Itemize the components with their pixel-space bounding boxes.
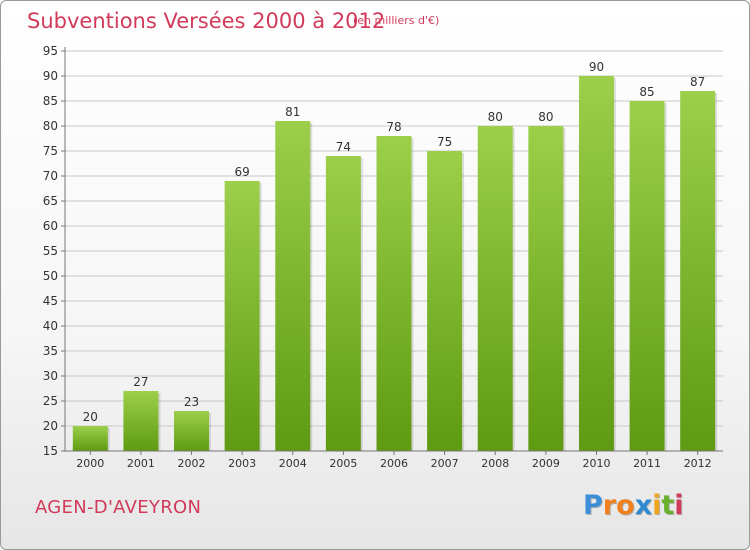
data-label: 75 bbox=[437, 135, 452, 149]
bar bbox=[376, 136, 412, 451]
data-label: 23 bbox=[184, 395, 199, 409]
bars bbox=[72, 76, 718, 451]
data-label: 27 bbox=[133, 375, 148, 389]
x-tick-label: 2003 bbox=[228, 457, 256, 470]
y-tick-label: 30 bbox=[43, 369, 58, 383]
y-tick-label: 50 bbox=[43, 269, 58, 283]
bar bbox=[224, 181, 260, 451]
x-tick-label: 2000 bbox=[76, 457, 104, 470]
x-tick-label: 2008 bbox=[481, 457, 509, 470]
bar bbox=[427, 151, 463, 451]
bar bbox=[578, 76, 614, 451]
labels: 15 20 25 30 35 40 45 50 55 60 65 70 75 80 85 90 95 20 2000… bbox=[43, 44, 712, 470]
x-tick-label: 2007 bbox=[431, 457, 459, 470]
bar bbox=[477, 126, 513, 451]
x-tick-label: 2012 bbox=[684, 457, 712, 470]
logo-letter: i bbox=[652, 490, 662, 521]
x-tick-label: 2005 bbox=[329, 457, 357, 470]
y-tick-label: 15 bbox=[43, 444, 58, 458]
data-label: 20 bbox=[83, 410, 98, 424]
bar bbox=[72, 426, 108, 451]
chart-title: Subventions Versées 2000 à 2012 bbox=[27, 9, 386, 33]
data-label: 85 bbox=[639, 85, 654, 99]
data-label: 90 bbox=[589, 60, 604, 74]
y-tick-label: 70 bbox=[43, 169, 58, 183]
y-tick-label: 95 bbox=[43, 44, 58, 58]
y-tick-label: 40 bbox=[43, 319, 58, 333]
y-tick-label: 65 bbox=[43, 194, 58, 208]
logo-letter: o bbox=[616, 490, 635, 521]
y-tick-label: 55 bbox=[43, 244, 58, 258]
x-tick-label: 2006 bbox=[380, 457, 408, 470]
proxiti-logo[interactable]: Proxiti bbox=[583, 490, 684, 521]
data-label: 81 bbox=[285, 105, 300, 119]
x-tick-label: 2004 bbox=[279, 457, 307, 470]
x-tick-label: 2010 bbox=[582, 457, 610, 470]
data-label: 69 bbox=[235, 165, 250, 179]
y-tick-label: 80 bbox=[43, 119, 58, 133]
y-tick-label: 45 bbox=[43, 294, 58, 308]
y-tick-label: 85 bbox=[43, 94, 58, 108]
y-tick-label: 60 bbox=[43, 219, 58, 233]
data-label: 87 bbox=[690, 75, 705, 89]
logo-letter: P bbox=[583, 490, 603, 521]
y-tick-label: 90 bbox=[43, 69, 58, 83]
bar bbox=[629, 101, 665, 451]
x-tick-label: 2001 bbox=[127, 457, 155, 470]
bar bbox=[528, 126, 564, 451]
data-label: 80 bbox=[538, 110, 553, 124]
x-tick-label: 2002 bbox=[178, 457, 206, 470]
logo-letter: t bbox=[661, 490, 675, 521]
x-tick-label: 2011 bbox=[633, 457, 661, 470]
y-tick-label: 75 bbox=[43, 144, 58, 158]
y-tick-label: 35 bbox=[43, 344, 58, 358]
chart-subtitle: (en milliers d'€) bbox=[353, 14, 440, 27]
y-tick-label: 20 bbox=[43, 419, 58, 433]
logo-letter: i bbox=[674, 490, 684, 521]
bar bbox=[325, 156, 361, 451]
data-label: 74 bbox=[336, 140, 351, 154]
axes bbox=[61, 47, 723, 455]
bar bbox=[680, 91, 716, 451]
bar bbox=[275, 121, 311, 451]
y-tick-label: 25 bbox=[43, 394, 58, 408]
data-label: 78 bbox=[386, 120, 401, 134]
x-tick-label: 2009 bbox=[532, 457, 560, 470]
commune-name: AGEN-D'AVEYRON bbox=[35, 497, 202, 518]
bar bbox=[174, 411, 210, 451]
bar bbox=[123, 391, 159, 451]
data-label: 80 bbox=[488, 110, 503, 124]
logo-letter: x bbox=[634, 490, 653, 521]
logo-letter: r bbox=[602, 490, 617, 521]
